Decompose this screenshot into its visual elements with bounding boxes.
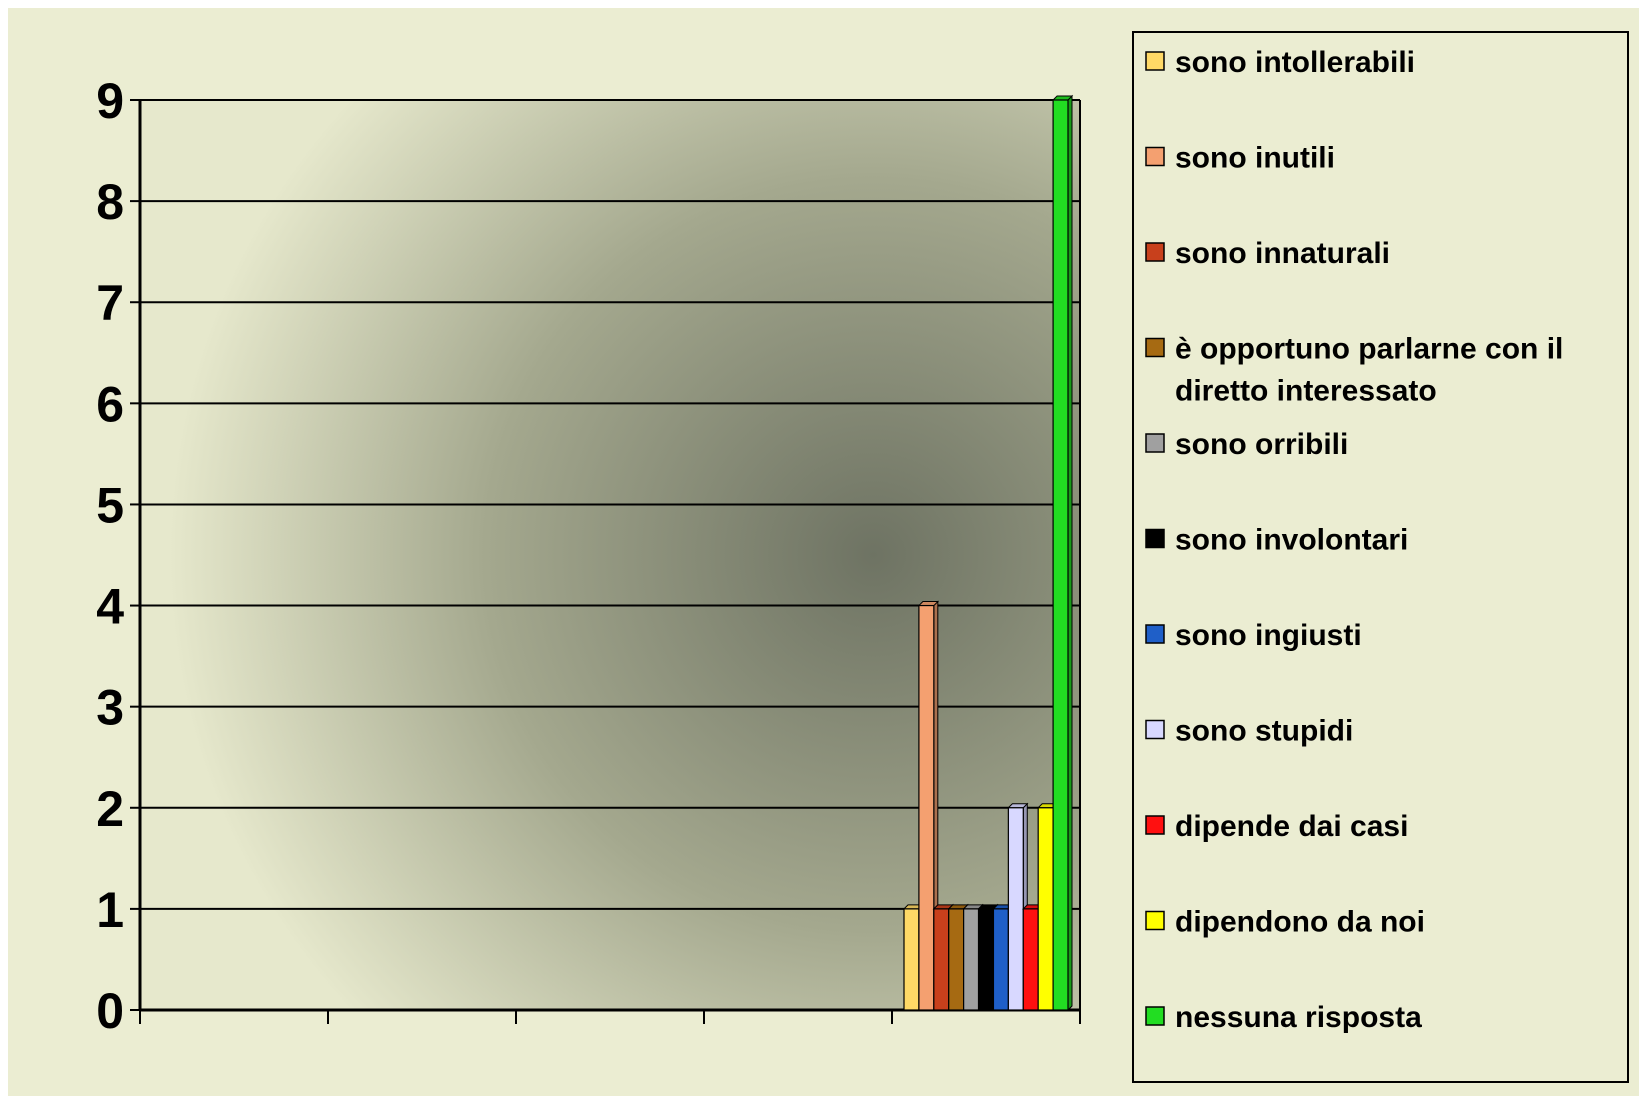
legend-item: sono stupidi [1145,715,1353,748]
y-tick-label: 1 [96,882,124,938]
legend-swatch [1145,51,1165,71]
legend-label: sono involontari [1175,524,1408,557]
y-tick-label: 4 [96,579,124,635]
y-tick-label: 6 [96,376,124,432]
legend: sono intollerabili sono inutili sono innat… [1132,31,1629,1083]
legend-swatch [1145,337,1165,358]
legend-swatch [1145,719,1165,740]
bar [963,908,980,1011]
bar [1007,807,1024,1011]
y-tick-label: 3 [96,680,124,736]
legend-item: sono intollerabili [1145,46,1415,79]
bars [902,94,1074,1012]
legend-swatch [1145,1006,1165,1026]
legend-label: nessuna risposta [1175,1001,1422,1034]
bar [1022,908,1039,1011]
legend-swatch [1145,815,1165,835]
axes: 0 1 2 3 4 5 6 7 8 9 [96,73,1081,1039]
plot-area [140,100,1080,1010]
legend-label: sono innaturali [1175,237,1390,270]
bar [903,908,920,1011]
bar [992,908,1009,1011]
legend-item: sono ingiusti [1145,619,1362,652]
bar [918,604,935,1011]
legend-swatch [1145,624,1165,644]
legend-label: dipende dai casi [1175,810,1408,843]
legend-swatch [1145,242,1165,262]
legend-swatch [1145,910,1165,931]
gridlines [140,99,1080,1011]
legend-label: sono intollerabili [1175,46,1415,79]
y-tick-label: 7 [96,275,124,331]
legend-label: sono inutili [1175,142,1335,175]
bar-top [1007,803,1029,809]
legend-item: sono inutili [1145,142,1335,175]
y-tick-label: 8 [96,174,124,230]
y-tick-label: 2 [96,781,124,837]
legend-box [1132,31,1629,1083]
legend-label: sono stupidi [1175,715,1353,748]
bar [1037,807,1054,1011]
legend-swatch [1145,146,1165,167]
legend-item: sono orribili [1145,428,1348,461]
bar [933,908,950,1011]
legend-item: dipende dai casi [1145,810,1408,843]
legend-label: sono ingiusti [1175,619,1362,652]
legend-item: sono involontari [1145,524,1408,557]
legend-item: dipendono da noi [1145,906,1425,939]
legend-item: è opportuno parlarne con il diretto inter… [1145,333,1563,408]
y-tick-label: 5 [96,477,124,533]
legend-swatch [1145,528,1165,549]
y-tick-label: 9 [96,73,124,129]
legend-label: dipendono da noi [1175,906,1425,939]
legend-item: sono innaturali [1145,237,1390,270]
legend-label: diretto interessato [1175,375,1437,408]
legend-item: nessuna risposta [1145,1001,1422,1034]
legend-label: è opportuno parlarne con il [1175,333,1563,366]
legend-label: sono orribili [1175,428,1348,461]
bar [1052,99,1069,1011]
legend-swatch [1145,433,1165,453]
bar [948,908,965,1011]
y-tick-label: 0 [96,983,124,1039]
bar [977,908,995,1011]
